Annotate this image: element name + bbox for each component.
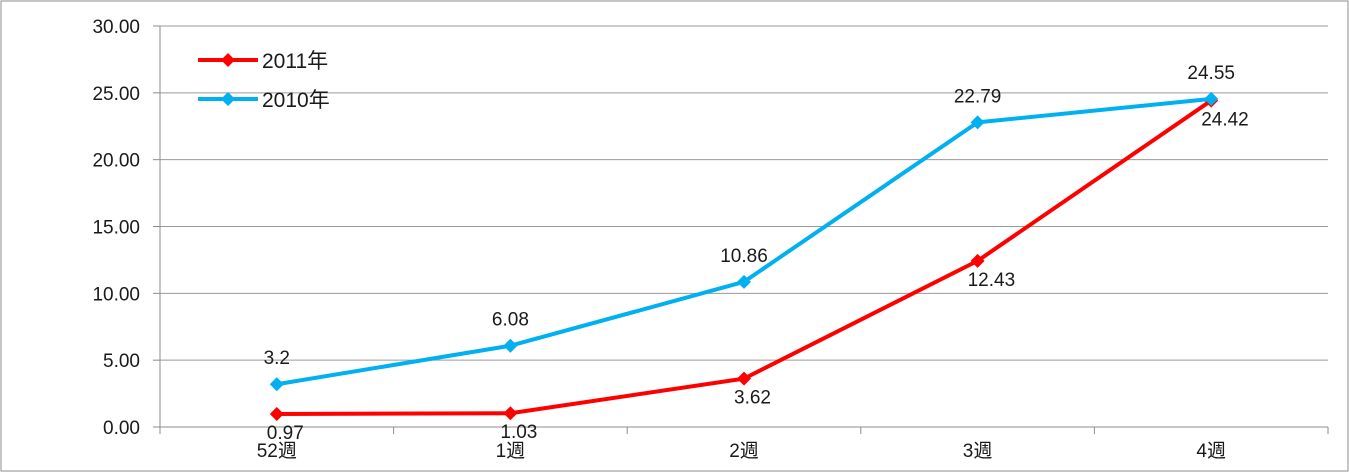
data-label: 3.62 [734,388,771,409]
data-point-marker [503,406,518,421]
data-point-marker [737,371,751,386]
data-label: 1.03 [500,422,537,443]
gridlines [160,25,1328,428]
data-label: 24.55 [1187,63,1235,84]
data-point-marker [503,338,518,353]
data-label: 0.97 [267,423,304,444]
legend-label: 2011年 [262,50,328,73]
data-label: 22.79 [954,86,1002,107]
data-label: 12.43 [968,270,1016,291]
x-tick-label: 52週 [257,440,297,462]
data-point-marker [269,407,284,422]
x-tick-label: 1週 [496,440,526,462]
series-lines [269,91,1219,422]
data-point-marker [970,253,985,268]
data-point-marker [970,115,985,130]
y-tick-label: 25.00 [92,84,140,105]
y-tick-label: 15.00 [92,218,140,239]
legend-marker [221,92,235,106]
y-tick-label: 20.00 [92,151,140,172]
legend: 2011年 2010年 [198,50,330,112]
data-label: 6.08 [492,310,529,331]
data-label: 10.86 [720,246,768,267]
data-point-marker [737,274,751,289]
legend-label: 2010年 [262,89,330,112]
y-tick-label: 0.00 [103,418,140,439]
y-tick-label: 30.00 [92,17,140,38]
legend-marker [221,53,235,67]
y-tick-label: 5.00 [103,351,140,372]
data-point-marker [1204,91,1219,106]
data-labels: 0.97 1.03 3.62 12.43 24.42 3.2 6.08 10.86 22.79 2… [264,63,1249,444]
data-label: 24.42 [1201,110,1249,131]
axes: 0.00 5.00 10.00 15.00 20.00 25.00 30.00 52週 1週 2週… [92,17,1329,462]
x-tick-label: 4週 [1196,440,1226,462]
x-tick-label: 3週 [963,440,993,462]
data-label: 3.2 [264,348,290,369]
y-tick-label: 10.00 [92,284,140,305]
x-tick-label: 2週 [729,440,759,462]
data-point-marker [269,377,284,392]
